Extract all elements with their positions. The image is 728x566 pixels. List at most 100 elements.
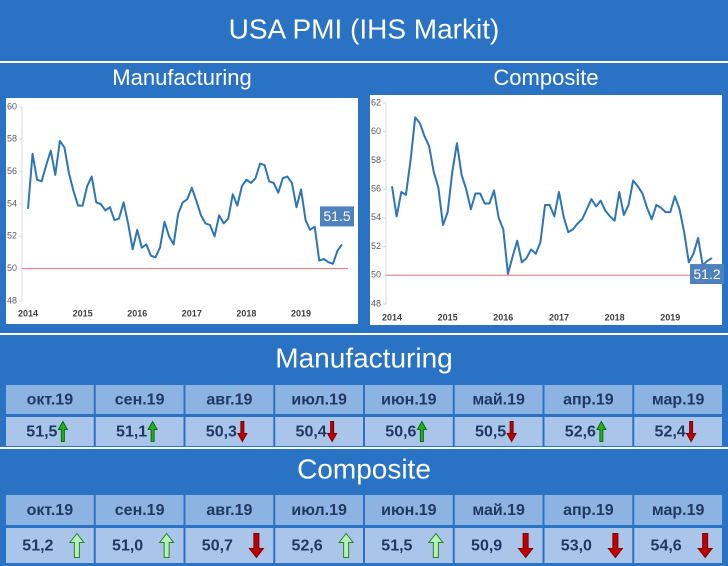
- y-tick-label: 58: [371, 155, 381, 165]
- trend-arrow: [326, 421, 338, 443]
- y-tick-label: 48: [371, 298, 381, 308]
- month-label: июн.19: [381, 392, 437, 409]
- value-label-box: [320, 206, 354, 227]
- value-cell: [454, 417, 543, 446]
- y-tick-label: 50: [371, 270, 381, 280]
- value-text: 50,5: [475, 424, 506, 441]
- month-label: авг.19: [206, 392, 252, 409]
- value-cell: [365, 417, 453, 446]
- header-cell: [185, 385, 274, 414]
- y-tick-label: 54: [371, 212, 381, 222]
- value-label: 51.5: [323, 208, 350, 224]
- page-title: USA PMI (IHS Markit): [229, 13, 500, 44]
- y-tick-label: 58: [7, 134, 17, 144]
- month-label: июл.19: [291, 392, 347, 409]
- header-cell: [95, 495, 184, 525]
- y-tick-label: 56: [7, 166, 17, 176]
- x-tick-label: 2014: [18, 308, 38, 318]
- trend-arrow: [697, 533, 714, 559]
- header-cell: [6, 495, 94, 525]
- y-tick-label: 52: [7, 231, 17, 241]
- x-tick-label: 2014: [382, 312, 402, 322]
- trend-arrow: [158, 532, 175, 558]
- trend-arrow: [248, 533, 265, 559]
- trend-arrow: [68, 532, 85, 558]
- x-tick-label: 2016: [493, 312, 513, 322]
- value-text: 52,4: [655, 424, 686, 441]
- trend-arrow: [237, 421, 248, 443]
- header-cell: [634, 495, 722, 525]
- value-text: 50,9: [471, 538, 502, 555]
- value-label: 51.2: [693, 266, 720, 282]
- header-cell: [634, 385, 722, 414]
- y-tick-label: 60: [371, 126, 381, 136]
- chart-title: Manufacturing: [112, 65, 251, 90]
- x-tick-label: 2017: [549, 312, 569, 322]
- section-title: Manufacturing: [275, 342, 452, 373]
- trend-arrow: [338, 532, 355, 558]
- x-tick-label: 2015: [73, 308, 93, 318]
- value-cell: [6, 417, 94, 446]
- y-tick-label: 54: [7, 198, 17, 208]
- value-label-box: [690, 264, 724, 285]
- month-label: июн.19: [381, 502, 437, 519]
- month-label: окт.19: [27, 502, 74, 519]
- value-text: 54,6: [651, 538, 682, 555]
- value-text: 53,0: [561, 538, 592, 555]
- trend-arrow: [517, 533, 534, 559]
- trend-arrow: [427, 532, 444, 558]
- month-label: мар.19: [652, 502, 705, 519]
- x-tick-label: 2015: [438, 312, 458, 322]
- y-tick-label: 60: [7, 101, 17, 111]
- y-tick-label: 52: [371, 241, 381, 251]
- trend-arrow: [596, 420, 607, 442]
- x-tick-label: 2019: [660, 312, 680, 322]
- month-label: май.19: [472, 502, 525, 519]
- month-label: сен.19: [115, 502, 165, 519]
- trend-arrow: [416, 420, 428, 442]
- value-text: 51,0: [112, 538, 143, 555]
- y-tick-label: 56: [371, 184, 381, 194]
- header-cell: [365, 495, 453, 525]
- value-cell: [275, 417, 363, 446]
- value-cell: [544, 417, 633, 446]
- trend-arrow: [57, 420, 69, 442]
- header-cell: [185, 495, 274, 525]
- y-tick-label: 48: [7, 295, 17, 305]
- trend-arrow: [506, 421, 517, 443]
- header-cell: [544, 385, 633, 414]
- trend-arrow: [607, 533, 624, 559]
- header-cell: [275, 385, 363, 414]
- x-tick-label: 2016: [127, 308, 147, 318]
- value-text: 52,6: [565, 424, 596, 441]
- header-cell: [6, 385, 94, 414]
- header-cell: [95, 385, 184, 414]
- value-text: 51,1: [116, 424, 147, 441]
- header-cell: [544, 495, 633, 525]
- month-label: июл.19: [291, 502, 347, 519]
- month-label: окт.19: [27, 392, 74, 409]
- month-label: авг.19: [206, 502, 252, 519]
- trend-arrow: [685, 421, 697, 443]
- x-tick-label: 2019: [291, 308, 311, 318]
- value-text: 50,4: [296, 424, 327, 441]
- header-cell: [365, 385, 453, 414]
- y-tick-label: 50: [7, 263, 17, 273]
- month-label: апр.19: [563, 392, 614, 409]
- chart-title: Composite: [493, 65, 598, 90]
- y-tick-label: 62: [371, 97, 381, 107]
- value-text: 51,5: [26, 424, 57, 441]
- chart-panel: [6, 98, 358, 324]
- value-text: 50,6: [385, 424, 416, 441]
- value-text: 51,2: [22, 538, 53, 555]
- value-cell: [634, 417, 722, 446]
- month-label: май.19: [472, 392, 525, 409]
- trend-arrow: [147, 420, 158, 442]
- month-label: сен.19: [115, 392, 165, 409]
- x-tick-label: 2018: [236, 308, 256, 318]
- value-text: 52,6: [292, 538, 323, 555]
- value-text: 51,5: [381, 538, 412, 555]
- value-cell: [185, 417, 274, 446]
- month-label: апр.19: [563, 502, 614, 519]
- value-cell: [95, 417, 184, 446]
